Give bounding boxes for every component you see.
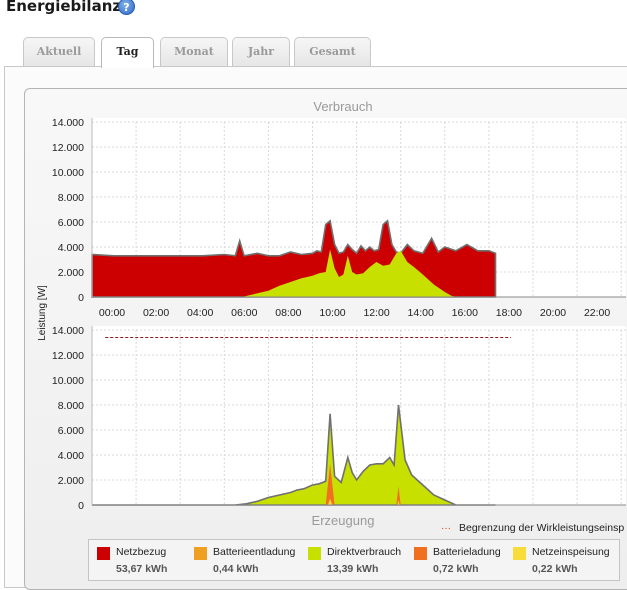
x-tick-label: 14:00	[408, 307, 434, 319]
x-tick-label: 18:00	[496, 307, 522, 319]
x-tick-label: 00:00	[99, 307, 125, 319]
legend-value: 13,39 kWh	[327, 563, 379, 575]
x-tick-label: 04:00	[187, 307, 213, 319]
y-tick-label: 8.000	[58, 400, 84, 412]
limit-legend-dots: ···	[441, 523, 451, 534]
x-tick-label: 16:00	[452, 307, 478, 319]
y-tick-label: 2.000	[58, 267, 84, 279]
x-tick-label: 12:00	[363, 307, 389, 319]
tab-monat[interactable]: Monat	[160, 37, 228, 66]
tab-aktuell[interactable]: Aktuell	[23, 37, 95, 66]
y-tick-label: 12.000	[52, 142, 84, 154]
help-icon[interactable]: ?	[118, 0, 135, 15]
area-direktverbrauch	[241, 249, 456, 297]
y-tick-label: 6.000	[58, 217, 84, 229]
legend-name: Netzeinspeisung	[532, 546, 610, 558]
chart-title-erzeugung: Erzeugung	[312, 513, 375, 528]
x-tick-label: 02:00	[143, 307, 169, 319]
limit-legend-label: Begrenzung der Wirkleistungseinsp	[459, 522, 624, 534]
y-tick-label: 4.000	[58, 242, 84, 254]
y-tick-label: 10.000	[52, 167, 84, 179]
legend-value: 0,72 kWh	[433, 563, 479, 575]
x-tick-label: 10:00	[319, 307, 345, 319]
chart-areas	[91, 219, 511, 506]
axes: 0 2.000 4.000 6.000 8.000 10.000 12.000 14.000 0…	[52, 117, 626, 512]
x-tick-label: 06:00	[231, 307, 257, 319]
legend: Netzbezug 53,67 kWh Batterieentladung 0,…	[88, 539, 620, 581]
x-tick-label: 20:00	[540, 307, 566, 319]
y-tick-label: 10.000	[52, 375, 84, 387]
y-tick-label: 14.000	[52, 117, 84, 129]
chart-title-verbrauch: Verbrauch	[313, 99, 372, 114]
legend-value: 53,67 kWh	[116, 563, 168, 575]
legend-name: Batterieladung	[433, 546, 501, 558]
y-tick-label: 12.000	[52, 350, 84, 362]
y-tick-label: 2.000	[58, 475, 84, 487]
plot-area	[92, 326, 626, 505]
tab-gesamt[interactable]: Gesamt	[294, 37, 371, 66]
legend-name: Batterieentladung	[213, 546, 296, 558]
legend-swatch	[308, 547, 321, 560]
y-tick-label: 0	[78, 292, 84, 304]
legend-name: Netzbezug	[116, 546, 167, 558]
legend-swatch	[414, 547, 427, 560]
y-tick-label: 14.000	[52, 325, 84, 337]
page-title: Energiebilanz	[6, 0, 122, 15]
legend-value: 0,22 kWh	[532, 563, 578, 575]
legend-value: 0,44 kWh	[213, 563, 259, 575]
y-tick-label: 4.000	[58, 450, 84, 462]
legend-swatch	[97, 547, 110, 560]
tab-tag[interactable]: Tag	[101, 37, 154, 68]
legend-swatch	[194, 547, 207, 560]
tab-jahr[interactable]: Jahr	[232, 37, 290, 66]
y-tick-label: 6.000	[58, 425, 84, 437]
area-batterieladung	[325, 463, 401, 505]
x-tick-label: 08:00	[275, 307, 301, 319]
y-tick-label: 0	[78, 500, 84, 512]
area-direktverbrauch	[92, 404, 496, 506]
y-axis-label: Leistung [W]	[37, 285, 48, 341]
x-tick-label: 22:00	[584, 307, 610, 319]
y-tick-label: 8.000	[58, 192, 84, 204]
legend-name: Direktverbrauch	[327, 546, 402, 558]
legend-swatch	[513, 547, 526, 560]
